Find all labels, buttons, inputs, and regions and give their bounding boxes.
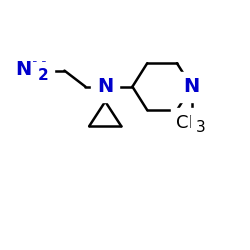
Text: N: N [184,77,200,96]
Text: 3: 3 [196,120,206,136]
Text: NH: NH [15,60,47,79]
Text: 2: 2 [38,68,48,82]
Text: N: N [97,77,113,96]
Text: CH: CH [176,114,202,132]
